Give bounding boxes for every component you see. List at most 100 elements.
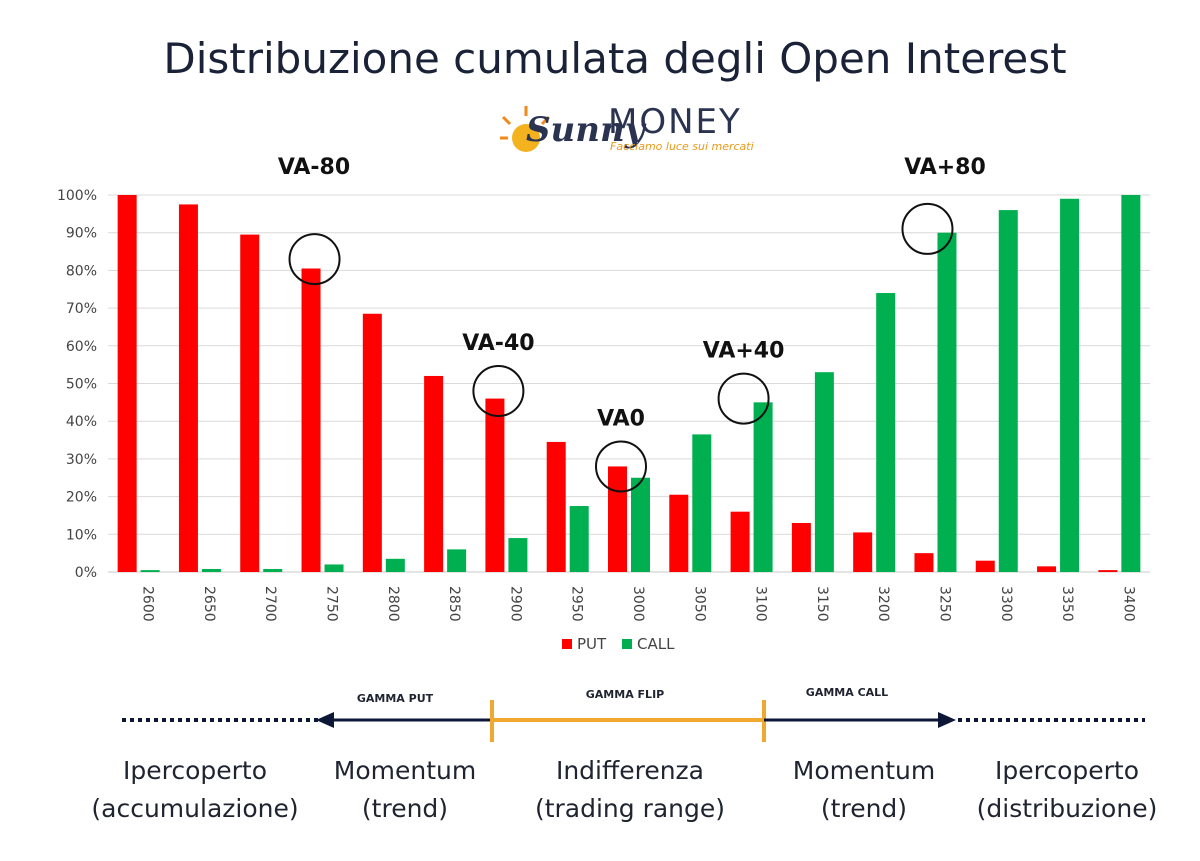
chart-title: Distribuzione cumulata degli Open Intere… <box>163 34 1067 83</box>
x-tick-label: 3100 <box>753 586 769 622</box>
call-bar-2950 <box>569 506 589 572</box>
y-tick-label: 100% <box>57 188 97 204</box>
x-tick-label: 2900 <box>507 586 523 622</box>
phase-axis <box>122 700 1145 742</box>
highlight-circle <box>595 440 647 493</box>
annotation-label: VA-80 <box>278 155 350 180</box>
legend-call-label: CALL <box>637 635 675 653</box>
call-bar-2800 <box>385 558 405 572</box>
y-tick-label: 30% <box>66 452 97 468</box>
call-bar-3300 <box>998 210 1018 572</box>
x-tick-label: 2750 <box>324 586 340 622</box>
x-tick-label: 2800 <box>385 586 401 622</box>
logo-tagline: Facciamo luce sui mercati <box>610 140 754 153</box>
sun-icon <box>500 106 551 152</box>
gamma-flip-label: GAMMA FLIP <box>585 688 665 701</box>
zone-overbought-line1: Ipercoperto <box>994 756 1140 785</box>
put-bar-2800 <box>362 313 382 572</box>
put-bar-3050 <box>669 494 689 572</box>
x-tick-label: 3350 <box>1059 586 1075 622</box>
put-bar-3150 <box>791 522 811 572</box>
arrow-left-head <box>316 712 334 728</box>
annotation-label: VA+80 <box>904 155 986 180</box>
call-bar-3150 <box>814 372 834 572</box>
put-bar-2950 <box>546 441 566 572</box>
highlight-circle <box>717 372 770 425</box>
bars <box>117 195 1141 573</box>
put-bar-2650 <box>178 204 198 573</box>
call-bar-3100 <box>753 402 773 572</box>
call-bar-2900 <box>508 538 528 572</box>
put-bar-3300 <box>975 560 995 572</box>
y-axis-ticks: 0% 10% 20% 30% 40% 50% 60% 70% 80% 90% 100% <box>57 188 97 581</box>
x-tick-label: 2600 <box>140 586 156 622</box>
zone-oversold: Ipercoperto (accumulazione) <box>60 752 330 828</box>
put-bar-2850 <box>424 375 444 572</box>
x-tick-label: 2700 <box>262 586 278 622</box>
zone-momentum-left-line1: Momentum <box>333 756 477 785</box>
legend-put-label: PUT <box>577 635 607 653</box>
legend-call-swatch <box>622 639 632 649</box>
highlight-circle <box>472 365 525 418</box>
put-bar-2700 <box>240 234 260 572</box>
call-bar-2750 <box>324 564 344 572</box>
x-axis-ticks: 2600 2650 2700 2750 2800 2850 2900 2950 3000 3050… <box>140 586 1137 622</box>
arrow-right-head <box>938 712 956 728</box>
highlight-circle <box>901 202 954 255</box>
call-bar-2850 <box>447 549 467 572</box>
annotation-label: VA+40 <box>703 339 785 364</box>
logo-word: MONEY <box>608 102 742 142</box>
annotations: VA-80 VA-40 VA0 VA+40 VA+80 <box>278 155 986 493</box>
gamma-call-label: GAMMA CALL <box>805 686 889 699</box>
brand-logo: Sunny MONEY Facciamo luce sui mercati <box>500 96 770 162</box>
zone-momentum-right-line2: (trend) <box>820 794 908 823</box>
gridlines <box>108 194 1150 573</box>
zone-indifference-line2: (trading range) <box>534 794 726 823</box>
zone-momentum-right: Momentum (trend) <box>764 752 964 828</box>
zone-momentum-left-line2: (trend) <box>361 794 449 823</box>
zone-overbought: Ipercoperto (distribuzione) <box>952 752 1182 828</box>
call-bar-3000 <box>631 477 650 572</box>
y-tick-label: 50% <box>66 377 97 393</box>
put-bar-2900 <box>485 398 505 572</box>
y-tick-label: 90% <box>66 226 97 242</box>
zone-momentum-right-line1: Momentum <box>792 756 936 785</box>
call-bar-3350 <box>1060 198 1080 572</box>
call-bar-3400 <box>1121 195 1141 572</box>
x-tick-label: 3200 <box>875 586 891 622</box>
x-tick-label: 3400 <box>1120 586 1136 622</box>
put-bar-3400 <box>1098 570 1118 572</box>
y-tick-label: 10% <box>66 527 97 543</box>
call-bar-2600 <box>140 570 160 572</box>
logo-script: Sunny <box>526 110 645 150</box>
zone-oversold-line1: Ipercoperto <box>122 756 268 785</box>
y-tick-label: 80% <box>66 263 97 279</box>
x-tick-label: 3250 <box>936 586 952 622</box>
put-bar-3000 <box>608 466 627 572</box>
call-bar-3050 <box>692 434 712 572</box>
put-bar-3250 <box>914 553 934 572</box>
x-tick-label: 3050 <box>691 586 707 622</box>
y-tick-label: 0% <box>75 565 97 581</box>
annotation-label: VA0 <box>597 406 645 431</box>
call-bar-2650 <box>201 568 221 572</box>
zone-indifference: Indifferenza (trading range) <box>500 752 760 828</box>
annotation-label: VA-40 <box>462 331 534 356</box>
x-tick-label: 2650 <box>201 586 217 622</box>
highlight-circle <box>288 233 341 286</box>
call-bar-2700 <box>263 568 283 572</box>
put-bar-3200 <box>853 532 873 572</box>
y-tick-label: 40% <box>66 414 97 430</box>
put-bar-3100 <box>730 511 750 572</box>
y-tick-label: 20% <box>66 490 97 506</box>
zone-overbought-line2: (distribuzione) <box>976 794 1158 823</box>
call-bar-3200 <box>876 293 896 572</box>
legend: PUT CALL <box>562 635 675 653</box>
y-tick-label: 70% <box>66 301 97 317</box>
put-bar-2750 <box>301 268 321 572</box>
put-bar-2600 <box>117 195 137 572</box>
zone-indifference-line1: Indifferenza <box>555 756 705 785</box>
x-tick-label: 2850 <box>446 586 462 622</box>
x-tick-label: 3000 <box>630 586 646 622</box>
